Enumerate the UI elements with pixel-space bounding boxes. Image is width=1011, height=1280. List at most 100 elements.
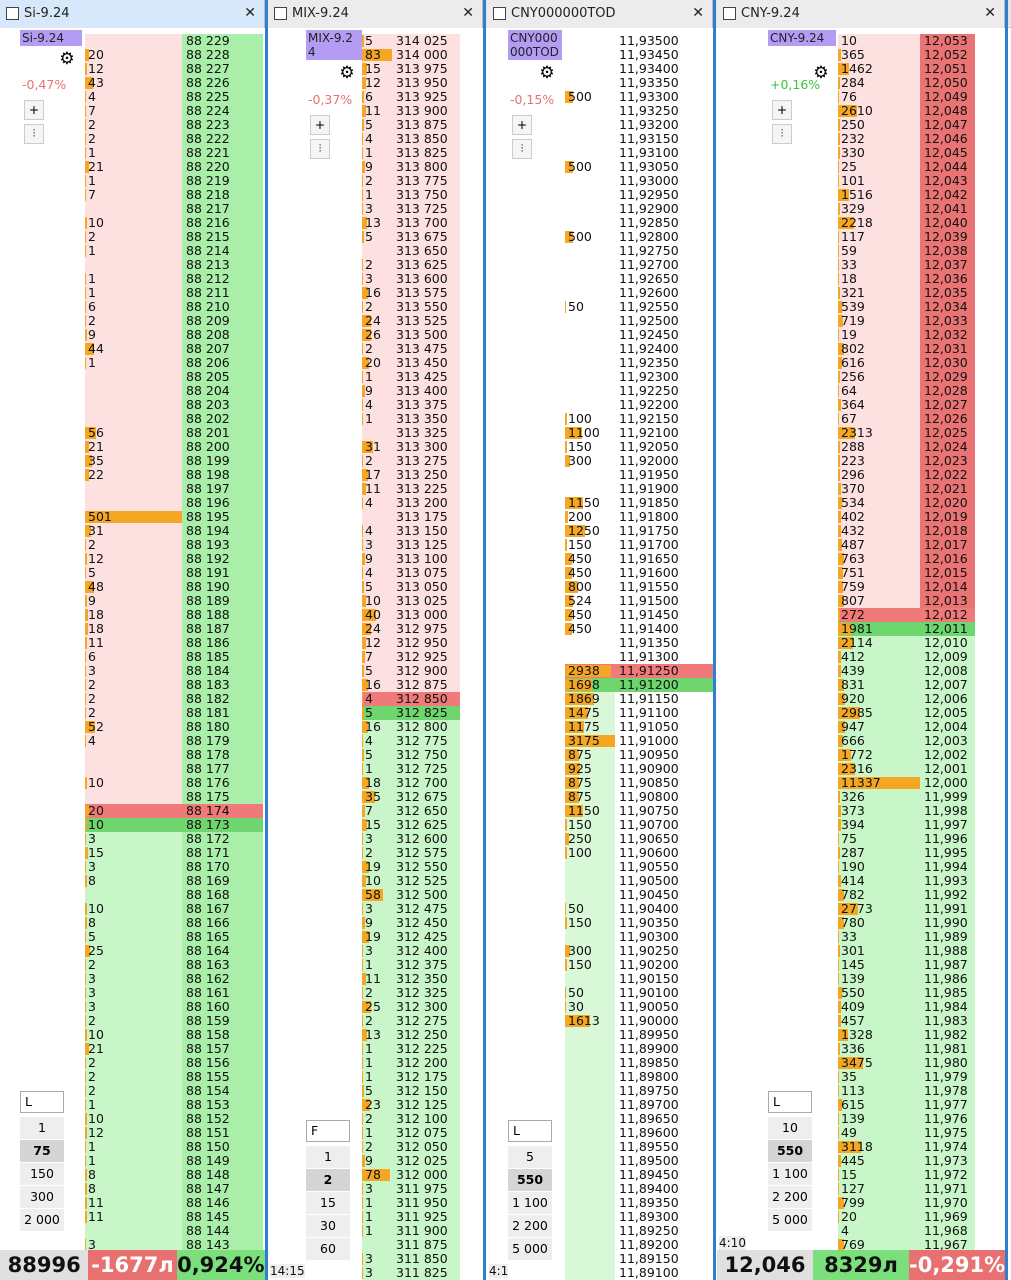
price-text: 11,89400	[619, 1181, 679, 1196]
volume-text: 5	[88, 565, 96, 580]
add-button[interactable]: +	[24, 100, 44, 120]
tab-close[interactable]: ✕	[244, 5, 256, 21]
lot-size[interactable]: 300	[20, 1186, 64, 1208]
price-text: 11,90800	[619, 789, 679, 804]
price-cell	[615, 1224, 713, 1238]
lot-size[interactable]: 150	[20, 1163, 64, 1185]
volume-bar	[838, 399, 841, 411]
price-text: 88 168	[186, 887, 230, 902]
volume-text: 58	[365, 887, 381, 902]
settings-button[interactable]: ⚙	[339, 63, 355, 83]
mode-select[interactable]: F	[306, 1120, 350, 1142]
tab-checkbox	[493, 7, 506, 20]
chart-button[interactable]: ⫶	[24, 124, 44, 144]
lot-size[interactable]: 1	[306, 1146, 350, 1168]
lot-size[interactable]: 1	[20, 1117, 64, 1139]
price-text: 11,91500	[619, 593, 679, 608]
chart-button[interactable]: ⫶	[772, 124, 792, 144]
lot-size[interactable]: 5	[508, 1146, 552, 1168]
volume-bar	[362, 595, 366, 607]
price-text: 11,92600	[619, 285, 679, 300]
lot-size[interactable]: 30	[306, 1215, 350, 1237]
price-cell	[920, 762, 975, 776]
price-text: 11,974	[924, 1139, 968, 1154]
mode-select[interactable]: L	[20, 1091, 64, 1113]
price-cell	[615, 216, 713, 230]
price-cell	[615, 76, 713, 90]
price-text: 11,90150	[619, 971, 679, 986]
price-cell	[920, 636, 975, 650]
mode-select[interactable]: L	[768, 1091, 812, 1113]
lot-size[interactable]: 2	[306, 1169, 350, 1191]
price-cell	[182, 692, 263, 706]
chart-button[interactable]: ⫶	[512, 139, 532, 159]
lot-size[interactable]: 5 000	[508, 1238, 552, 1260]
add-button[interactable]: +	[512, 115, 532, 135]
price-cell	[182, 776, 263, 790]
price-text: 11,89200	[619, 1237, 679, 1252]
volume-cell	[362, 384, 392, 398]
volume-text: 329	[841, 201, 865, 216]
volume-text: 20	[88, 803, 104, 818]
lot-size[interactable]: 550	[508, 1169, 552, 1191]
volume-text: 5	[88, 929, 96, 944]
price-cell	[182, 398, 263, 412]
volume-cell	[85, 1084, 182, 1098]
mode-select[interactable]: L	[508, 1120, 552, 1142]
volume-cell	[85, 118, 182, 132]
volume-bar	[565, 665, 612, 677]
lot-size[interactable]: 75	[20, 1140, 64, 1162]
add-button[interactable]: +	[772, 100, 792, 120]
settings-button[interactable]: ⚙	[539, 63, 555, 83]
price-text: 312 625	[396, 817, 448, 832]
volume-bar	[362, 735, 364, 747]
price-text: 312 350	[396, 971, 448, 986]
tab-close[interactable]: ✕	[984, 5, 996, 21]
volume-text: 11	[365, 971, 381, 986]
volume-cell	[565, 370, 615, 384]
add-button[interactable]: +	[310, 115, 330, 135]
chart-button[interactable]: ⫶	[310, 139, 330, 159]
volume-bar	[838, 791, 841, 803]
volume-cell	[362, 1056, 392, 1070]
volume-text: 150	[568, 817, 592, 832]
volume-cell	[362, 846, 392, 860]
volume-cell	[565, 846, 615, 860]
lot-size[interactable]: 2 200	[768, 1186, 812, 1208]
volume-cell	[565, 1000, 615, 1014]
lot-size[interactable]: 60	[306, 1238, 350, 1260]
volume-cell	[838, 216, 920, 230]
lot-size[interactable]: 15	[306, 1192, 350, 1214]
lot-size[interactable]: 2 000	[20, 1209, 64, 1231]
volume-text: 284	[841, 75, 865, 90]
volume-cell	[85, 1098, 182, 1112]
lot-size[interactable]: 2 200	[508, 1215, 552, 1237]
volume-text: 780	[841, 915, 865, 930]
volume-cell	[565, 622, 615, 636]
price-text: 11,989	[924, 929, 968, 944]
volume-text: 800	[568, 579, 592, 594]
lot-size[interactable]: 550	[768, 1140, 812, 1162]
settings-button[interactable]: ⚙	[59, 49, 75, 69]
tab-close[interactable]: ✕	[462, 5, 474, 21]
volume-cell	[838, 692, 920, 706]
lot-size[interactable]: 1 100	[508, 1192, 552, 1214]
tab-close[interactable]: ✕	[692, 5, 704, 21]
price-text: 311 925	[396, 1209, 448, 1224]
lot-size[interactable]: 1 100	[768, 1163, 812, 1185]
volume-cell	[565, 412, 615, 426]
tab[interactable]: Si-9.24 ✕	[0, 0, 265, 28]
volume-bar	[565, 301, 566, 313]
volume-text: 3	[88, 999, 96, 1014]
price-cell	[920, 370, 975, 384]
lot-size[interactable]: 10	[768, 1117, 812, 1139]
tab[interactable]: CNY-9.24 ✕	[717, 0, 1005, 28]
price-text: 313 975	[396, 61, 448, 76]
lot-size[interactable]: 5 000	[768, 1209, 812, 1231]
tab[interactable]: MIX-9.24 ✕	[268, 0, 483, 28]
price-text: 12,006	[924, 691, 968, 706]
settings-button[interactable]: ⚙	[813, 63, 829, 83]
volume-text: 500	[568, 229, 592, 244]
tab[interactable]: CNY000000TOD ✕	[487, 0, 713, 28]
volume-bar	[362, 91, 365, 103]
